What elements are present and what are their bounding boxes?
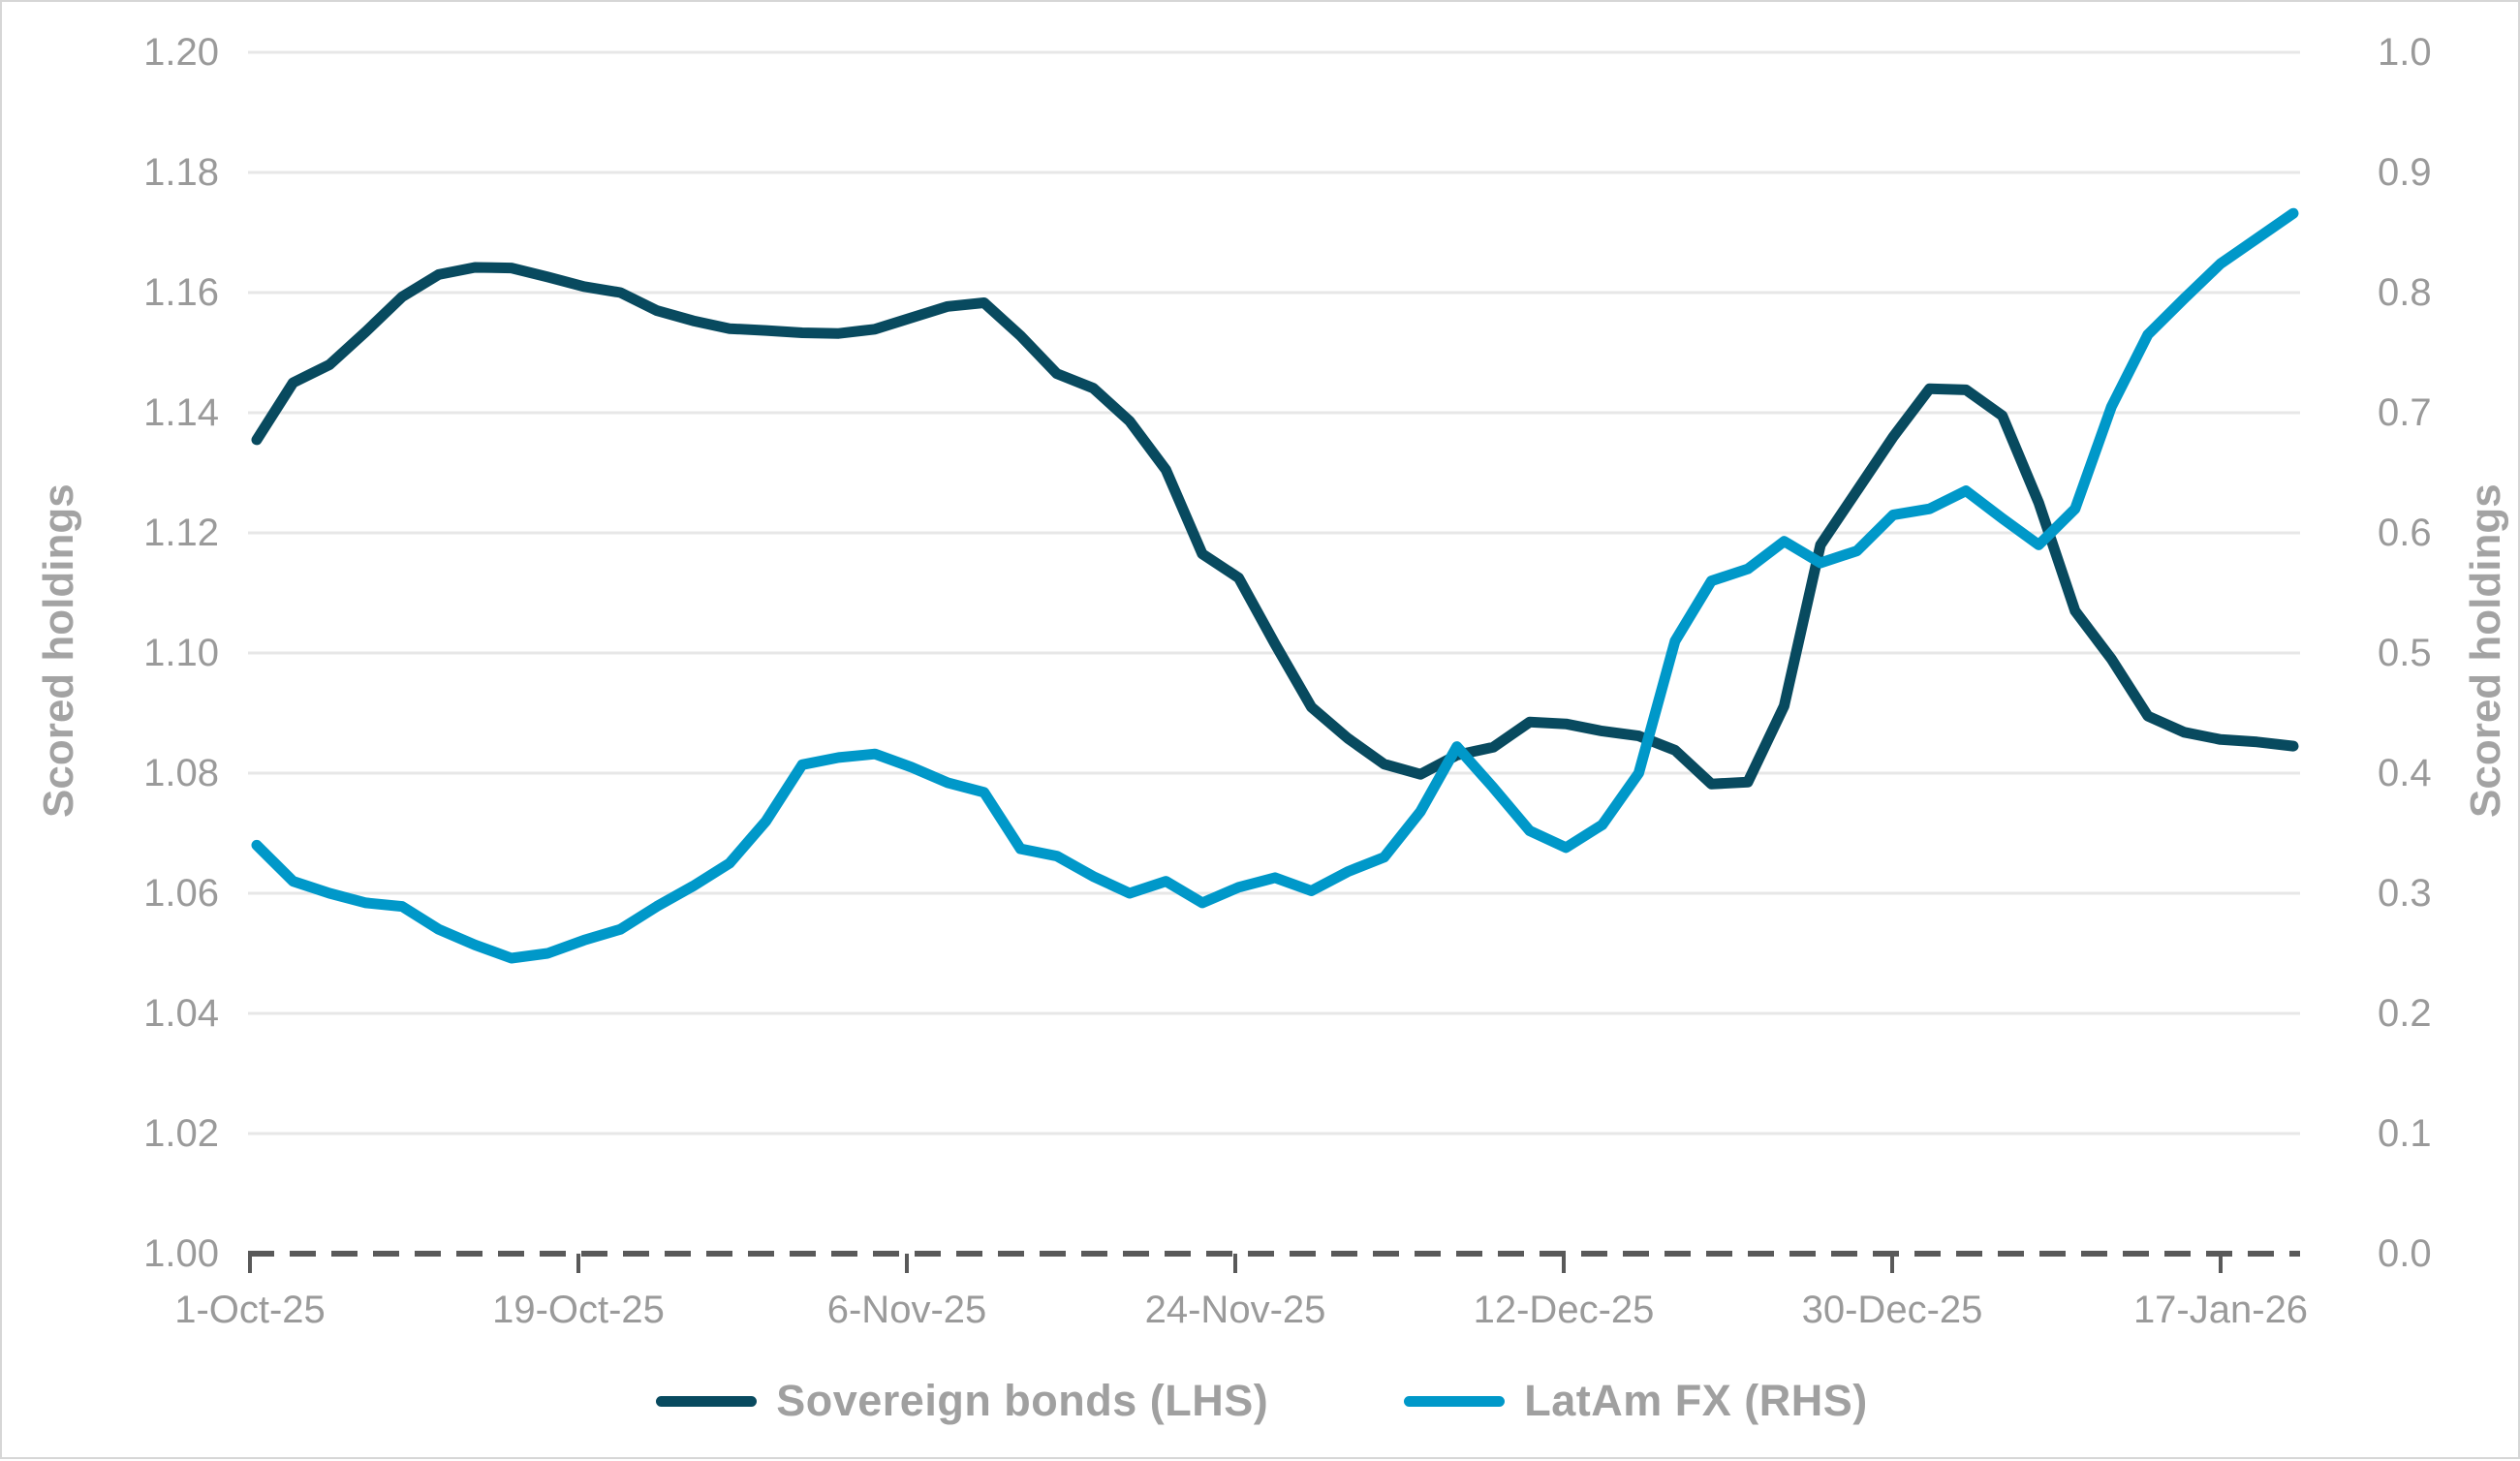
legend-label-sovereign-bonds: Sovereign bonds (LHS) <box>776 1376 1269 1425</box>
y-axis-right-tick-label: 0.7 <box>2378 391 2432 434</box>
legend-label-latam-fx: LatAm FX (RHS) <box>1524 1376 1868 1425</box>
x-axis-tick-label: 19-Oct-25 <box>492 1289 665 1331</box>
sovereign-bonds-line <box>251 262 2299 790</box>
x-axis-tick-label: 6-Nov-25 <box>826 1289 987 1331</box>
y-axis-left-tick-label: 1.00 <box>143 1232 219 1275</box>
y-axis-left-tick-label: 1.20 <box>143 31 219 74</box>
y-axis-right-tick-label: 0.6 <box>2378 512 2432 554</box>
y-axis-right-tick-label: 0.8 <box>2378 271 2432 314</box>
y-axis-left-tick-label: 1.02 <box>143 1112 219 1155</box>
y-axis-right-title: Scored holdings <box>2462 483 2509 818</box>
y-axis-right-tick-label: 0.9 <box>2378 151 2432 194</box>
y-axis-left-title: Scored holdings <box>35 483 82 818</box>
legend-item-latam-fx: LatAm FX (RHS) <box>1404 1376 1868 1426</box>
y-axis-left-tick-label: 1.06 <box>143 872 219 915</box>
y-axis-right-tick-label: 1.0 <box>2378 31 2432 74</box>
y-axis-right-tick-label: 0.5 <box>2378 632 2432 674</box>
x-axis-tick-label: 1-Oct-25 <box>174 1289 326 1331</box>
legend-item-sovereign-bonds: Sovereign bonds (LHS) <box>656 1376 1268 1426</box>
y-axis-right-tick-label: 0.0 <box>2378 1232 2432 1275</box>
x-axis-tick-label: 30-Dec-25 <box>1801 1289 1983 1331</box>
y-axis-left-tick-label: 1.08 <box>143 752 219 794</box>
latam-fx-line <box>251 207 2299 964</box>
y-axis-left-tick-label: 1.14 <box>143 391 219 434</box>
y-axis-left-tick-label: 1.18 <box>143 151 219 194</box>
latam-fx-line-swatch <box>1404 1395 1506 1407</box>
y-axis-left-tick-label: 1.12 <box>143 512 219 554</box>
y-axis-left-tick-label: 1.10 <box>143 632 219 674</box>
sovereign-bonds-line-swatch <box>656 1395 758 1407</box>
y-axis-right-tick-label: 0.1 <box>2378 1112 2432 1155</box>
y-axis-right-tick-label: 0.3 <box>2378 872 2432 915</box>
x-axis-tick-label: 24-Nov-25 <box>1144 1289 1326 1331</box>
y-axis-right-tick-label: 0.2 <box>2378 992 2432 1035</box>
y-axis-right-tick-label: 0.4 <box>2378 752 2432 794</box>
y-axis-left-tick-label: 1.16 <box>143 271 219 314</box>
chart-legend: Sovereign bonds (LHS) LatAm FX (RHS) <box>2 1376 2520 1426</box>
x-axis-tick-label: 12-Dec-25 <box>1473 1289 1655 1331</box>
y-axis-left-tick-label: 1.04 <box>143 992 219 1035</box>
x-axis-tick-label: 17-Jan-26 <box>2132 1289 2309 1331</box>
